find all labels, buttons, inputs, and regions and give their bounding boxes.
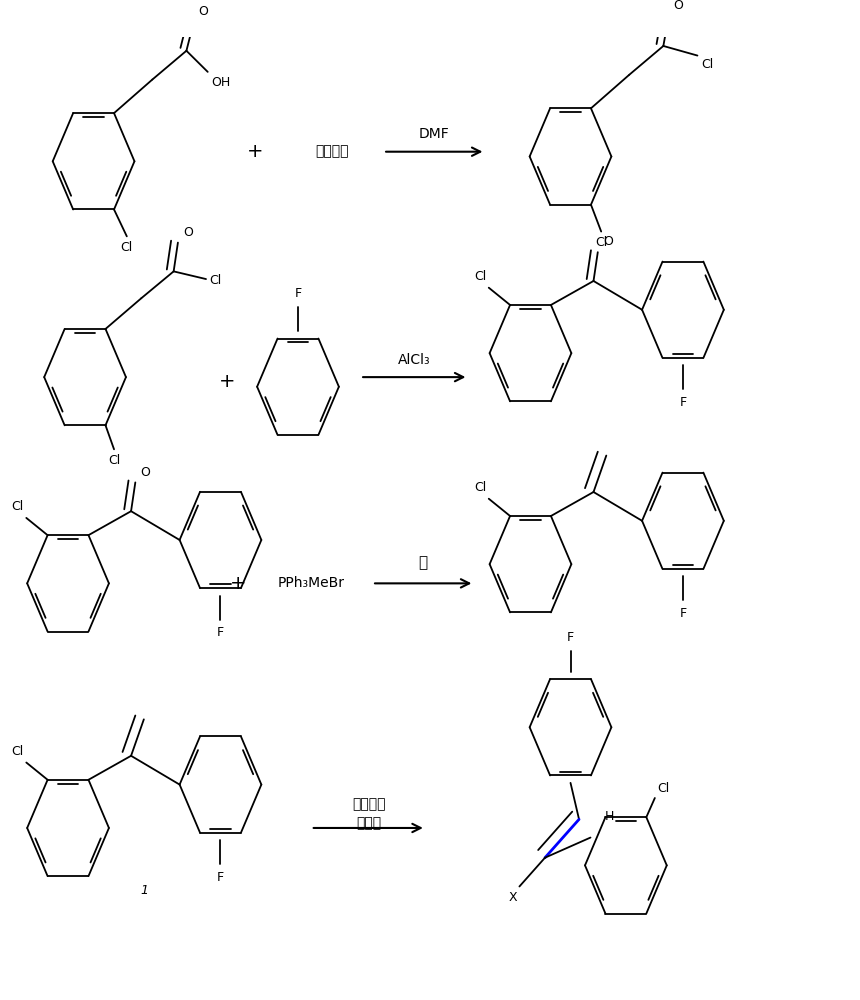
- Text: F: F: [679, 396, 686, 409]
- Text: Cl: Cl: [657, 782, 670, 795]
- Text: F: F: [294, 287, 302, 300]
- Text: OH: OH: [211, 76, 230, 89]
- Text: O: O: [673, 0, 684, 12]
- Text: PPh₃MeBr: PPh₃MeBr: [277, 576, 344, 590]
- Text: Cl: Cl: [108, 454, 120, 467]
- Text: Cl: Cl: [11, 500, 24, 513]
- Text: +: +: [230, 574, 247, 593]
- Text: Cl: Cl: [120, 241, 133, 254]
- Text: H: H: [605, 810, 614, 823]
- Text: DMF: DMF: [419, 127, 450, 141]
- Text: Cl: Cl: [210, 274, 222, 287]
- Text: 卤化试剂: 卤化试剂: [352, 797, 385, 811]
- Text: O: O: [603, 235, 613, 248]
- Text: Cl: Cl: [701, 58, 713, 71]
- Text: O: O: [140, 466, 150, 479]
- Text: 碱: 碱: [419, 555, 427, 570]
- Text: +: +: [219, 372, 236, 391]
- Text: Cl: Cl: [474, 481, 486, 494]
- Text: +: +: [247, 142, 264, 161]
- Text: 氯化试剂: 氯化试剂: [316, 145, 349, 159]
- Text: AlCl₃: AlCl₃: [398, 353, 431, 367]
- Text: X: X: [508, 891, 517, 904]
- Text: F: F: [217, 871, 224, 884]
- Text: F: F: [679, 607, 686, 620]
- Text: Cl: Cl: [11, 745, 24, 758]
- Text: F: F: [567, 631, 574, 644]
- Text: Cl: Cl: [595, 236, 607, 249]
- Text: Cl: Cl: [474, 270, 486, 283]
- Text: 1: 1: [141, 884, 149, 897]
- Text: O: O: [199, 5, 208, 18]
- Text: O: O: [183, 226, 193, 239]
- Text: 催化剂: 催化剂: [356, 816, 381, 830]
- Text: F: F: [217, 626, 224, 639]
